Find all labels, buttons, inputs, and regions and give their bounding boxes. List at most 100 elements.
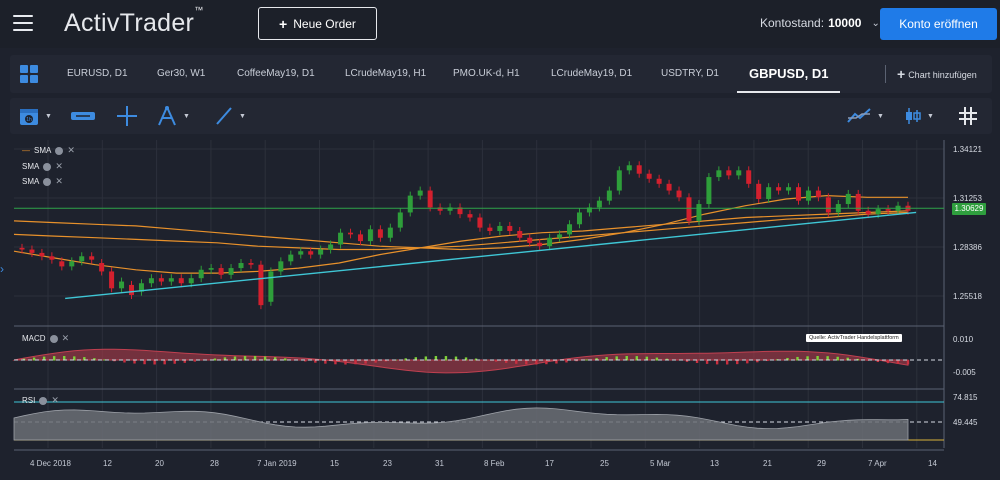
macd-tick: -0.005	[953, 368, 976, 377]
tab-pmo[interactable]: PMO.UK-d, H1	[453, 68, 520, 79]
candle-body	[228, 268, 234, 275]
date-tick: 13	[710, 459, 719, 468]
candle-body	[646, 173, 652, 179]
macd-histogram-bar	[223, 357, 227, 361]
rsi-tick: 49.445	[953, 418, 978, 427]
tab-ger30[interactable]: Ger30, W1	[157, 68, 206, 79]
candle-body	[557, 234, 563, 238]
candle-body	[586, 207, 592, 213]
candle-body	[298, 251, 304, 255]
macd-histogram-bar	[896, 360, 900, 364]
candle-body	[357, 234, 363, 242]
macd-histogram-bar	[605, 357, 608, 361]
close-icon[interactable]: ✕	[55, 161, 63, 171]
close-icon[interactable]: ✕	[55, 176, 63, 186]
candle-body	[39, 252, 45, 257]
crosshair-tool[interactable]	[116, 104, 138, 128]
bar-width-tool[interactable]	[70, 104, 96, 128]
candle-body	[417, 190, 423, 196]
close-icon[interactable]: ✕	[67, 145, 75, 155]
date-tick: 29	[817, 459, 826, 468]
indicator-tool[interactable]: ▼	[846, 104, 884, 128]
layout-grid-icon[interactable]	[20, 65, 38, 83]
trendline-tool[interactable]: ▼	[214, 104, 246, 128]
new-order-button[interactable]: + Neue Order	[258, 7, 377, 40]
macd-histogram-bar	[163, 360, 166, 365]
tab-eurusd[interactable]: EURUSD, D1	[67, 68, 128, 79]
macd-histogram-bar	[645, 356, 649, 361]
add-chart-label: Chart hinzufügen	[908, 70, 977, 80]
candle-type-tool[interactable]: ▼	[904, 104, 934, 128]
candle-body	[208, 268, 214, 270]
gear-icon[interactable]	[49, 334, 58, 343]
tab-coffee[interactable]: CoffeeMay19, D1	[237, 68, 315, 79]
date-tick: 5 Mar	[650, 459, 671, 468]
candle-body	[726, 170, 732, 176]
indicator-label-macd[interactable]: MACD ✕	[22, 333, 69, 344]
tab-lcrude-h1[interactable]: LCrudeMay19, H1	[345, 68, 427, 79]
account-balance[interactable]: Kontostand: 10000 ⌄	[760, 16, 880, 30]
open-account-button[interactable]: Konto eröffnen	[880, 8, 997, 40]
close-icon[interactable]: ✕	[61, 333, 70, 343]
candle-body	[596, 200, 602, 208]
macd-histogram-bar	[565, 360, 568, 363]
chevron-right-icon[interactable]: ›	[0, 262, 4, 276]
candle-body	[855, 193, 861, 211]
candle-body	[338, 232, 344, 245]
candle-body	[218, 268, 224, 275]
gear-icon[interactable]	[43, 177, 52, 186]
fibonacci-icon	[158, 106, 176, 126]
chart-grid	[14, 138, 946, 451]
indicator-icon	[847, 108, 871, 123]
date-tick: 25	[600, 459, 609, 468]
gear-icon[interactable]	[55, 146, 64, 155]
logo-tm: ™	[194, 4, 204, 15]
macd-tick: 0.010	[953, 335, 974, 344]
gear-icon[interactable]	[43, 162, 52, 171]
macd-histogram-bar	[444, 356, 448, 361]
candle-body	[427, 190, 433, 208]
candle-body	[815, 190, 821, 198]
price-tick: 1.31253	[953, 194, 982, 203]
sma-lines	[13, 194, 909, 274]
macd-histogram-bar	[746, 360, 749, 364]
tab-gbpusd[interactable]: GBPUSD, D1	[737, 55, 841, 93]
indicator-label-rsi[interactable]: RSI ✕	[22, 395, 59, 406]
macd-histogram-bar	[705, 360, 709, 364]
gear-icon[interactable]	[39, 396, 48, 405]
macd-histogram-bar	[715, 360, 719, 365]
candle-body	[198, 269, 204, 279]
caret-down-icon: ▼	[183, 112, 190, 120]
menu-icon[interactable]	[13, 15, 33, 31]
macd-histogram-bar	[494, 360, 498, 362]
candle-body	[138, 283, 144, 292]
macd-histogram-bar	[284, 358, 287, 361]
macd-histogram-bar	[816, 356, 819, 361]
macd-histogram-bar	[876, 360, 880, 363]
indicator-label-sma3[interactable]: SMA ✕	[22, 176, 63, 187]
grid-toggle-tool[interactable]	[958, 104, 978, 128]
tab-lcrude-d1[interactable]: LCrudeMay19, D1	[551, 68, 633, 79]
rsi-label: RSI	[22, 396, 36, 405]
close-icon[interactable]: ✕	[51, 395, 59, 405]
macd-histogram-bar	[545, 360, 548, 365]
indicator-label-sma2[interactable]: SMA ✕	[22, 161, 63, 172]
macd-histogram-bar	[655, 357, 659, 361]
indicator-label-sma1[interactable]: — SMA ✕	[22, 145, 75, 155]
add-chart-button[interactable]: + Chart hinzufügen	[897, 55, 977, 93]
logo: ActivTrader™	[64, 5, 204, 38]
candle-type-icon	[906, 108, 921, 124]
date-tick: 7 Jan 2019	[257, 459, 297, 468]
fibonacci-tool[interactable]: ▼	[156, 104, 190, 128]
tab-usdtry[interactable]: USDTRY, D1	[661, 68, 719, 79]
date-tick: 23	[383, 459, 392, 468]
macd-histogram-bar	[725, 360, 729, 365]
rsi-tick: 74.815	[953, 393, 978, 402]
calendar-tool[interactable]: 1h ▼	[18, 104, 52, 128]
macd-histogram-bar	[695, 360, 699, 364]
macd-histogram-bar	[304, 360, 307, 362]
candle-body	[875, 209, 881, 215]
macd-histogram-bar	[133, 360, 136, 364]
macd-histogram-bar	[766, 360, 769, 362]
